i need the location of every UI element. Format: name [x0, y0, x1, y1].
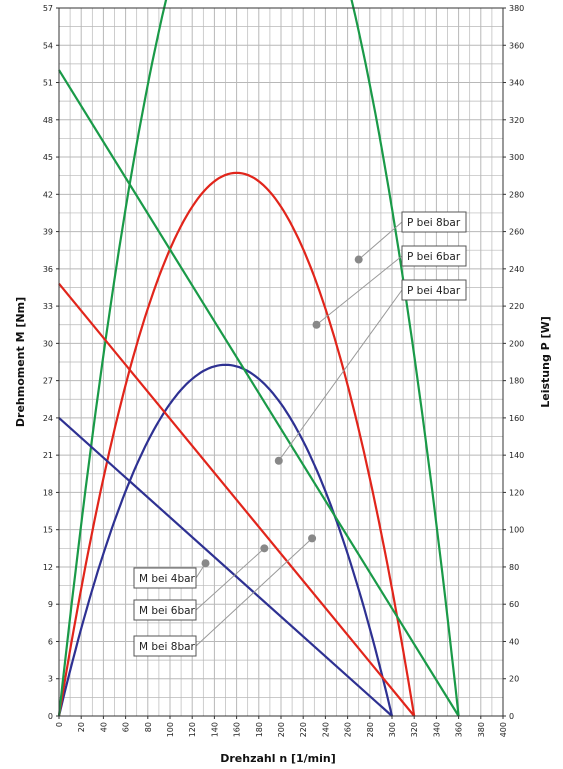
series-layer: [57, 0, 460, 717]
x-tick-label: 280: [366, 722, 375, 737]
callout-label: P bei 4bar: [407, 285, 461, 297]
y-left-tick-label: 39: [43, 228, 53, 237]
x-tick-label: 380: [477, 722, 486, 737]
y-right-tick-label: 340: [509, 79, 524, 88]
y-left-tick-label: 45: [43, 153, 53, 162]
x-tick-label: 160: [233, 722, 242, 737]
x-tick-label: 40: [99, 722, 108, 732]
y-left-tick-label: 0: [48, 712, 53, 721]
y-right-tick-label: 160: [509, 414, 524, 423]
y-right-tick-label: 240: [509, 265, 524, 274]
x-tick-label: 400: [499, 722, 508, 737]
y-right-tick-label: 300: [509, 153, 524, 162]
y-left-tick-label: 57: [43, 4, 53, 13]
x-tick-label: 180: [255, 722, 264, 737]
y-left-tick-label: 36: [43, 265, 53, 274]
y-left-tick-label: 54: [43, 41, 53, 50]
y-left-tick-label: 3: [48, 675, 53, 684]
y-right-tick-label: 140: [509, 451, 524, 460]
callouts: P bei 8bar P bei 6bar P bei 4bar M bei 4bar…: [133, 211, 467, 657]
y-right-tick-label: 220: [509, 302, 524, 311]
y-right-tick-label: 380: [509, 4, 524, 13]
callout-marker: [201, 559, 210, 568]
callout-box: [133, 635, 197, 657]
y-right-tick-label: 40: [509, 637, 519, 646]
callout-leader: [195, 547, 265, 611]
callout-box: [401, 279, 467, 301]
torque-line: [58, 283, 416, 717]
x-tick-label: 300: [388, 722, 397, 737]
callout-marker: [274, 456, 283, 465]
x-tick-label: 20: [77, 722, 86, 732]
y-left-axis-title: Drehmoment M [Nm]: [14, 297, 27, 427]
callout-label: P bei 6bar: [407, 251, 461, 263]
y-left-tick-label: 24: [43, 414, 53, 423]
callout-label: M bei 4bar: [139, 573, 196, 585]
y-left-tick-label: 9: [48, 600, 53, 609]
callout-leader: [358, 221, 403, 260]
y-right-tick-label: 0: [509, 712, 514, 721]
y-left-tick-label: 30: [43, 339, 53, 348]
x-tick-label: 340: [432, 722, 441, 737]
callout-marker: [260, 544, 269, 553]
callout-marker: [308, 534, 317, 543]
y-left-tick-label: 33: [43, 302, 53, 311]
y-right-tick-label: 320: [509, 116, 524, 125]
x-tick-label: 120: [188, 722, 197, 737]
y-right-tick-label: 360: [509, 41, 524, 50]
y-left-tick-label: 15: [43, 526, 53, 535]
y-right-tick-label: 80: [509, 563, 519, 572]
y-right-tick-label: 60: [509, 600, 519, 609]
callout-marker: [354, 255, 363, 264]
callout-leader: [195, 538, 313, 647]
y-right-tick-label: 120: [509, 488, 524, 497]
y-right-axis-title: Leistung P [W]: [539, 316, 552, 408]
callout-label: M bei 8bar: [139, 641, 196, 653]
x-tick-label: 0: [55, 722, 64, 727]
x-tick-label: 140: [210, 722, 219, 737]
power-curve: [57, 0, 460, 717]
y-left-tick-label: 27: [43, 377, 53, 386]
y-right-tick-label: 200: [509, 339, 524, 348]
x-tick-label: 80: [144, 722, 153, 732]
y-right-tick-label: 260: [509, 228, 524, 237]
axes: 0 20 40 60 80 100 120 140 160 180 200 220 240 260 280 3…: [43, 4, 524, 737]
callout-box: [401, 211, 467, 233]
y-left-tick-label: 18: [43, 488, 53, 497]
callout-label: P bei 8bar: [407, 217, 461, 229]
power-curve: [57, 363, 394, 717]
y-left-tick-label: 42: [43, 190, 53, 199]
callout-marker: [312, 320, 321, 329]
x-tick-label: 260: [344, 722, 353, 737]
x-tick-label: 220: [299, 722, 308, 737]
x-tick-label: 200: [277, 722, 286, 737]
y-right-tick-label: 280: [509, 190, 524, 199]
x-tick-label: 60: [122, 722, 131, 732]
callout-box: [401, 245, 467, 267]
callout-box: [133, 599, 197, 621]
y-left-tick-label: 12: [43, 563, 53, 572]
callout-box: [133, 567, 197, 589]
x-axis-title: Drehzahl n [1/min]: [220, 752, 336, 765]
y-left-tick-label: 48: [43, 116, 53, 125]
y-left-tick-label: 51: [43, 79, 53, 88]
x-tick-label: 320: [410, 722, 419, 737]
y-left-tick-label: 21: [43, 451, 53, 460]
y-right-tick-label: 20: [509, 675, 519, 684]
callout-label: M bei 6bar: [139, 605, 196, 617]
x-tick-label: 240: [321, 722, 330, 737]
x-tick-label: 100: [166, 722, 175, 737]
callout-leader: [278, 289, 403, 462]
grid: [59, 8, 503, 716]
torque-line: [58, 69, 460, 717]
y-right-tick-label: 100: [509, 526, 524, 535]
torque-line: [58, 417, 393, 717]
x-tick-label: 360: [455, 722, 464, 737]
y-left-tick-label: 6: [48, 637, 53, 646]
y-right-tick-label: 180: [509, 377, 524, 386]
callout-leader: [316, 255, 403, 326]
power-curve: [57, 171, 416, 717]
